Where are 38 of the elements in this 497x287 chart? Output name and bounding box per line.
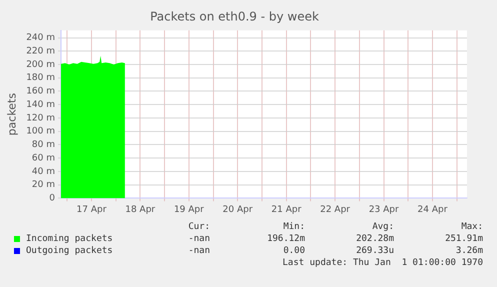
y-tick-label: 80 m — [32, 140, 56, 150]
text: Min: — [283, 222, 305, 232]
y-tick-label: 180 m — [26, 73, 56, 84]
text: 269.33u — [356, 246, 394, 256]
y-tick-label: 140 m — [26, 100, 56, 110]
text: -nan — [188, 246, 210, 256]
y-tick-label: 200 m — [26, 60, 56, 70]
legend-label: Incoming packets — [26, 234, 113, 244]
text: 0.00 — [283, 246, 305, 256]
x-tick-label: 17 Apr — [76, 204, 107, 215]
text: 202.28m — [356, 234, 394, 244]
text: Avg: — [372, 222, 394, 232]
chart-title: Packets on eth0.9 - by week — [150, 9, 319, 24]
legend-label: Outgoing packets — [26, 246, 113, 256]
y-tick-label: 0 — [49, 194, 56, 204]
y-tick-label: 100 m — [26, 126, 56, 137]
x-tick-label: 20 Apr — [222, 204, 253, 215]
text: 3.26m — [456, 246, 483, 256]
y-tick-label: 20 m — [32, 180, 56, 190]
text: Last update: Thu Jan 1 01:00:00 1970 — [282, 258, 483, 268]
y-tick-label: 240 m — [26, 33, 56, 44]
y-axis-title: packets — [5, 92, 18, 136]
y-tick-label: 120 m — [26, 113, 56, 124]
text: 251.91m — [445, 234, 483, 244]
y-tick-label: 160 m — [26, 86, 56, 97]
text: -nan — [188, 234, 210, 244]
x-tick-label: 22 Apr — [320, 204, 350, 215]
text: Max: — [461, 222, 483, 232]
text: Cur: — [188, 222, 210, 232]
x-tick-label: 21 Apr — [271, 204, 302, 215]
x-tick-label: 23 Apr — [368, 204, 400, 215]
y-tick-label: 60 m — [32, 153, 56, 164]
y-tick-label: 220 m — [26, 46, 56, 56]
text: 196.12m — [267, 234, 305, 244]
x-tick-label: 24 Apr — [418, 204, 448, 215]
x-tick-label: 18 Apr — [125, 204, 156, 215]
y-tick-label: 40 m — [32, 166, 56, 177]
x-tick-label: 19 Apr — [174, 204, 204, 215]
